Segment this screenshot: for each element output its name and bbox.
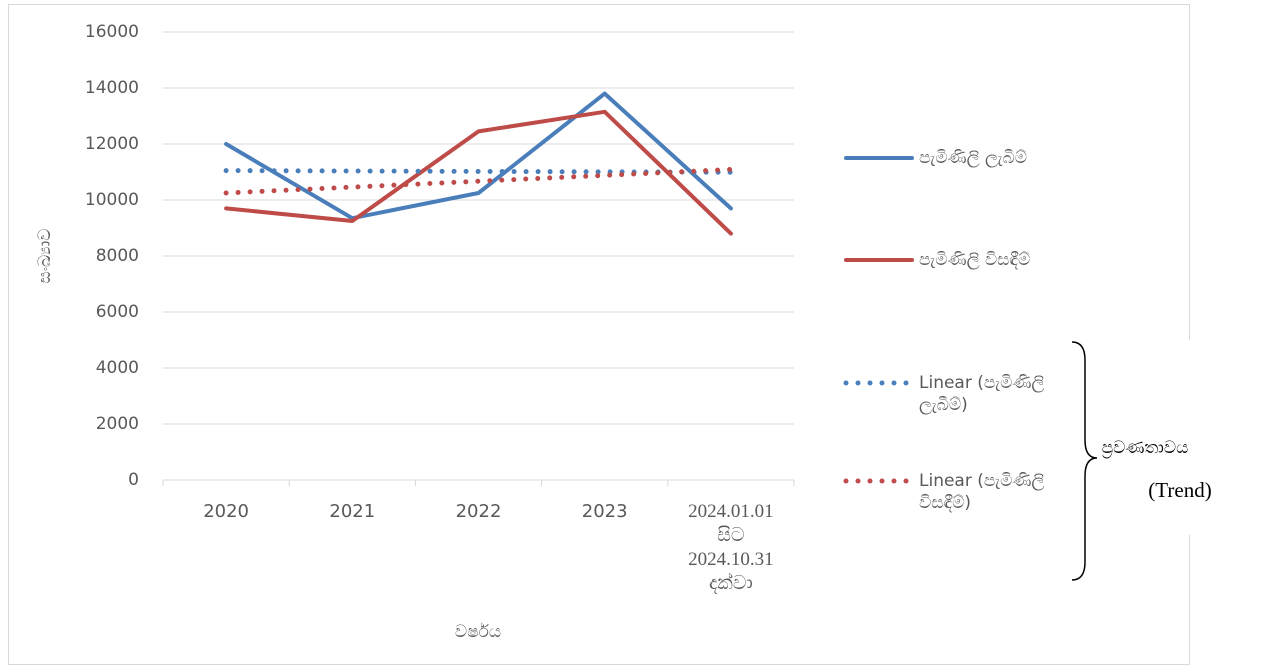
legend-label: Linear (පැමිණිලි ලැබීම්) <box>919 373 1045 415</box>
trend-line <box>223 168 734 175</box>
legend-label: Linear (පැමිණිලි විසඳීම්) <box>919 471 1045 513</box>
y-tick-label: 8000 <box>96 246 139 266</box>
y-axis-label: සංඛ්‍යාව <box>35 229 55 284</box>
legend-label: පැමිණිලි ලැබීම් <box>919 148 1028 168</box>
y-tick-label: 6000 <box>96 302 139 322</box>
brace <box>1071 341 1098 581</box>
chart-border <box>8 4 1190 665</box>
y-tick-label: 2000 <box>96 414 139 434</box>
y-tick-label: 0 <box>128 470 139 490</box>
series-line <box>224 91 733 221</box>
x-axis-label: වර්ෂය <box>455 622 501 642</box>
y-tick-label: 14000 <box>85 78 139 98</box>
annotation: ප්‍රවණතාවය <box>1102 438 1189 458</box>
trend-line <box>223 166 734 196</box>
series-line <box>224 109 733 236</box>
annotation-sub: (Trend) <box>1148 478 1211 502</box>
y-tick-label: 4000 <box>96 358 139 378</box>
x-tick-label: 2022 <box>455 501 502 522</box>
border-gap <box>1100 340 1200 535</box>
y-tick-label: 16000 <box>85 22 139 42</box>
legend-label: පැමිණිලි විසඳීම් <box>919 250 1031 270</box>
x-tick-label: 2024.01.01 සිට 2024.10.31 දක්වා <box>688 501 774 594</box>
x-tick-label: 2023 <box>581 501 628 522</box>
y-tick-label: 12000 <box>85 134 139 154</box>
x-tick-label: 2020 <box>203 501 249 522</box>
x-tick-label: 2021 <box>329 501 376 522</box>
y-tick-label: 10000 <box>85 190 139 210</box>
